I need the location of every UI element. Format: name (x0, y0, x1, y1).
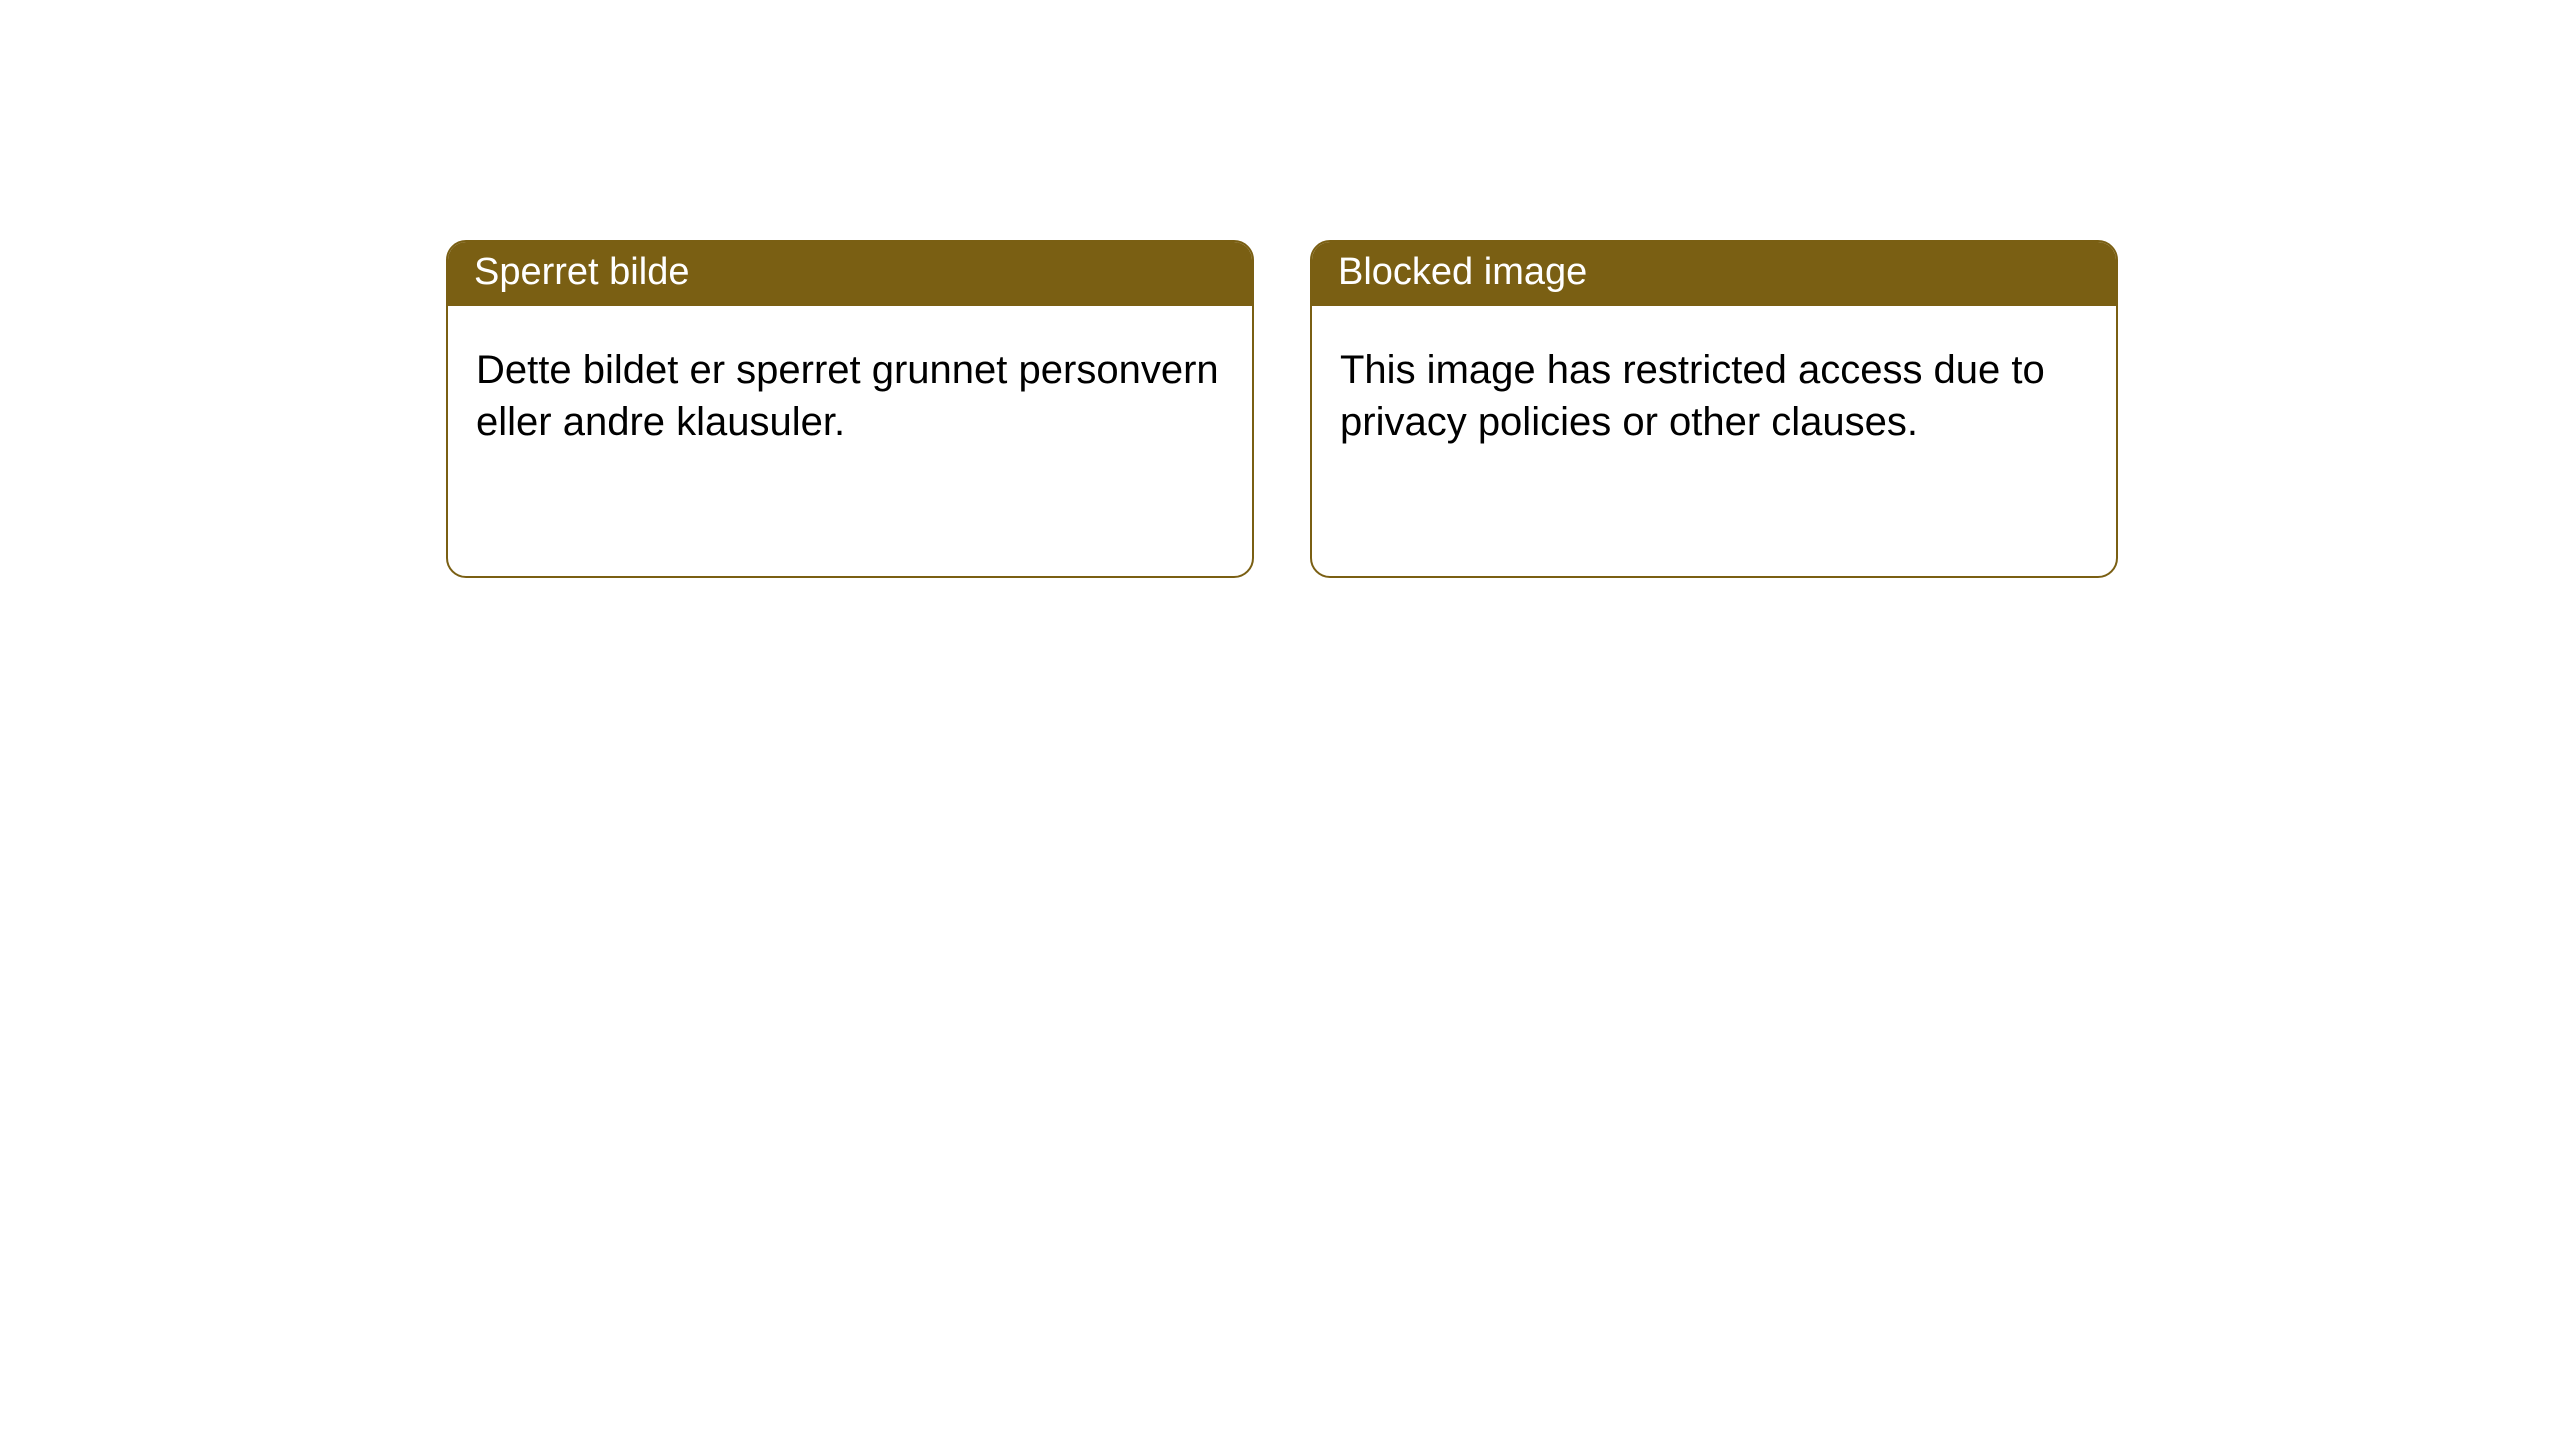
blocked-image-card-en: Blocked image This image has restricted … (1310, 240, 2118, 578)
notice-container: Sperret bilde Dette bildet er sperret gr… (0, 0, 2560, 578)
card-body-text: Dette bildet er sperret grunnet personve… (448, 306, 1252, 486)
blocked-image-card-no: Sperret bilde Dette bildet er sperret gr… (446, 240, 1254, 578)
card-title: Blocked image (1312, 242, 2116, 306)
card-title: Sperret bilde (448, 242, 1252, 306)
card-body-text: This image has restricted access due to … (1312, 306, 2116, 486)
